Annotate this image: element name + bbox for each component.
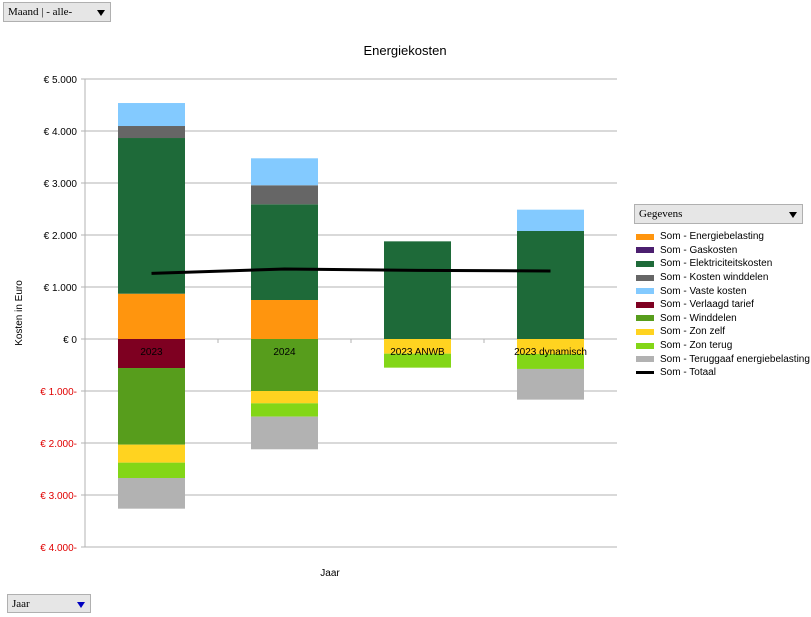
y-tick-label: € 4.000- <box>40 543 77 554</box>
legend-item: Som - Vaste kosten <box>636 284 810 298</box>
chart-legend: Som - Energiebelasting Som - Gaskosten Som… <box>636 230 810 380</box>
category-label: 2024 <box>273 347 296 358</box>
legend-item: Som - Verlaagd tarief <box>636 298 810 312</box>
y-tick-label: € 3.000 <box>44 179 78 190</box>
category-label: 2023 <box>140 347 163 358</box>
y-tick-label: € 0 <box>63 335 77 346</box>
bar-segment <box>118 293 185 339</box>
y-tick-label: € 5.000 <box>44 75 78 86</box>
legend-swatch <box>636 288 654 295</box>
legend-label: Som - Elektriciteitskosten <box>660 258 773 270</box>
row-field-label: Jaar <box>12 598 30 610</box>
category-label: 2023 ANWB <box>390 347 445 358</box>
chevron-down-icon <box>789 212 797 218</box>
y-axis-label: Kosten in Euro <box>14 280 25 346</box>
legend-swatch <box>636 301 654 308</box>
legend-label: Som - Zon terug <box>660 340 733 352</box>
bar-segment <box>118 368 185 445</box>
data-field-dropdown[interactable]: Gegevens <box>634 204 803 224</box>
legend-swatch <box>636 356 654 363</box>
legend-item: Som - Elektriciteitskosten <box>636 257 810 271</box>
bar-segment <box>118 126 185 139</box>
total-line <box>151 267 551 275</box>
legend-item: Som - Zon terug <box>636 339 810 353</box>
legend-label: Som - Vaste kosten <box>660 285 747 297</box>
bar-segment <box>118 444 185 463</box>
data-field-label: Gegevens <box>639 208 683 220</box>
bar-segment <box>517 209 584 231</box>
legend-label: Som - Verlaagd tarief <box>660 299 754 311</box>
bar-segment <box>251 158 318 186</box>
bar-segment <box>384 339 451 354</box>
bar-segment <box>384 241 451 339</box>
legend-item: Som - Totaal <box>636 366 810 380</box>
x-axis-label: Jaar <box>320 568 340 579</box>
bar-segment <box>517 230 584 339</box>
page-field-dropdown[interactable]: Maand | - alle- <box>3 2 111 22</box>
chart-title: Energiekosten <box>363 43 446 58</box>
legend-swatch <box>636 371 654 375</box>
legend-item: Som - Winddelen <box>636 312 810 326</box>
legend-swatch <box>636 247 654 254</box>
y-tick-label: € 2.000 <box>44 231 78 242</box>
legend-swatch <box>636 260 654 267</box>
legend-label: Som - Energiebelasting <box>660 231 764 243</box>
bar-segment <box>251 416 318 450</box>
bar-segment <box>251 403 318 417</box>
bar-segment <box>251 300 318 339</box>
legend-label: Som - Winddelen <box>660 312 737 324</box>
bar-segment <box>517 339 584 354</box>
page-field-label: Maand | - alle- <box>8 6 73 18</box>
bar-segment <box>118 103 185 127</box>
legend-swatch <box>636 274 654 281</box>
row-field-dropdown[interactable]: Jaar <box>7 594 91 613</box>
legend-label: Som - Totaal <box>660 367 716 379</box>
bar-segment <box>251 185 318 205</box>
bar-segment <box>517 368 584 400</box>
legend-label: Som - Kosten winddelen <box>660 272 769 284</box>
legend-item: Som - Teruggaaf energiebelasting <box>636 352 810 366</box>
y-tick-label: € 3.000- <box>40 491 77 502</box>
legend-label: Som - Teruggaaf energiebelasting <box>660 353 810 365</box>
bar-segment <box>118 339 185 369</box>
y-tick-label: € 1.000 <box>44 283 78 294</box>
legend-swatch <box>636 342 654 349</box>
legend-label: Som - Zon zelf <box>660 326 726 338</box>
bar-segment <box>118 138 185 294</box>
bar-segment <box>118 477 185 509</box>
legend-swatch <box>636 315 654 322</box>
legend-swatch <box>636 233 654 240</box>
legend-label: Som - Gaskosten <box>660 244 738 256</box>
legend-item: Som - Zon zelf <box>636 325 810 339</box>
chevron-down-icon <box>77 602 85 608</box>
legend-item: Som - Gaskosten <box>636 244 810 258</box>
bar-segment <box>251 391 318 404</box>
legend-item: Som - Energiebelasting <box>636 230 810 244</box>
legend-swatch <box>636 328 654 335</box>
bar-segment <box>118 462 185 478</box>
category-label: 2023 dynamisch <box>514 347 587 358</box>
bar-segment <box>251 204 318 300</box>
bar-segment <box>251 339 318 391</box>
legend-item: Som - Kosten winddelen <box>636 271 810 285</box>
y-tick-label: € 4.000 <box>44 127 78 138</box>
chevron-down-icon <box>97 10 105 16</box>
y-tick-label: € 1.000- <box>40 387 77 398</box>
bar-segment <box>384 353 451 368</box>
bar-segment <box>517 353 584 369</box>
y-tick-label: € 2.000- <box>40 439 77 450</box>
